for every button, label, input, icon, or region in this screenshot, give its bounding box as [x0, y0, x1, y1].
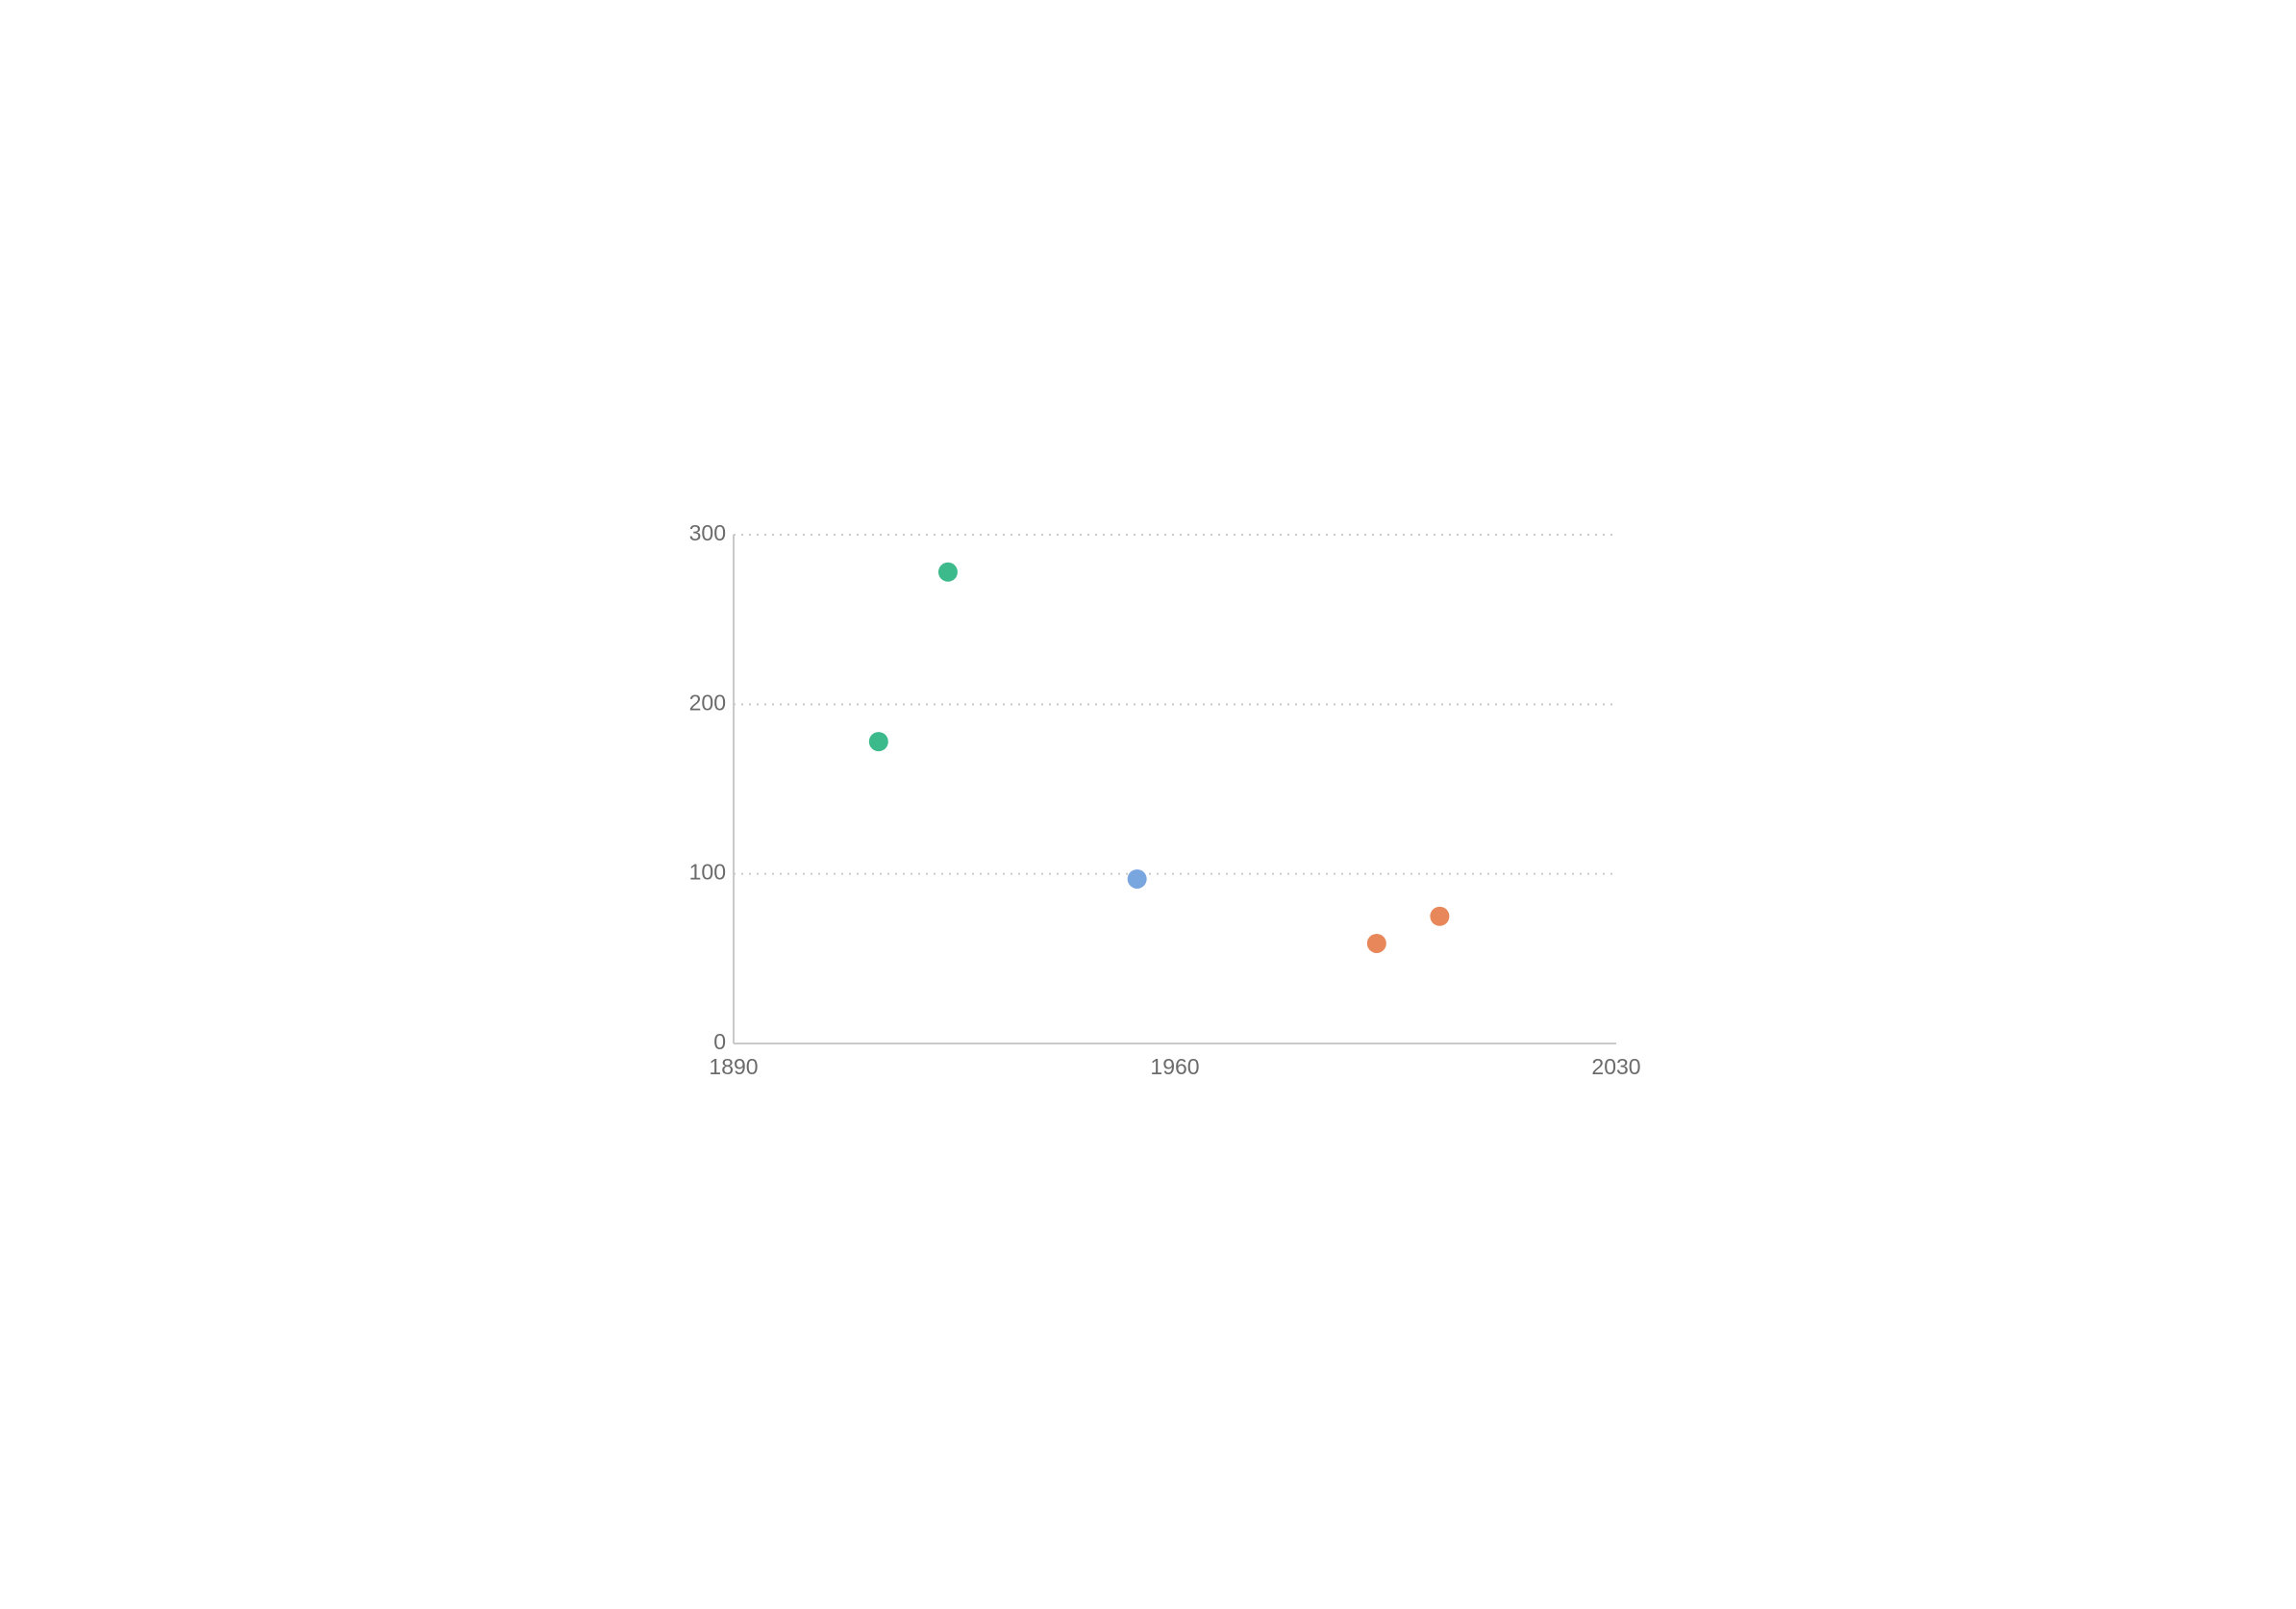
x-tick-label-1960: 1960 — [1150, 1054, 1199, 1079]
x-tick-label-1890: 1890 — [709, 1054, 758, 1079]
y-tick-label-0: 0 — [713, 1029, 726, 1054]
data-point-s0-p1 — [937, 562, 958, 582]
data-point-s2-p1 — [1430, 906, 1450, 926]
data-point-s1-p0 — [1127, 868, 1147, 889]
x-tick-label-2030: 2030 — [1591, 1054, 1640, 1079]
data-point-s0-p0 — [868, 732, 888, 752]
y-tick-label-100: 100 — [689, 860, 726, 885]
data-point-s2-p0 — [1366, 933, 1386, 953]
y-tick-label-200: 200 — [689, 690, 726, 715]
y-tick-label-300: 300 — [689, 520, 726, 545]
